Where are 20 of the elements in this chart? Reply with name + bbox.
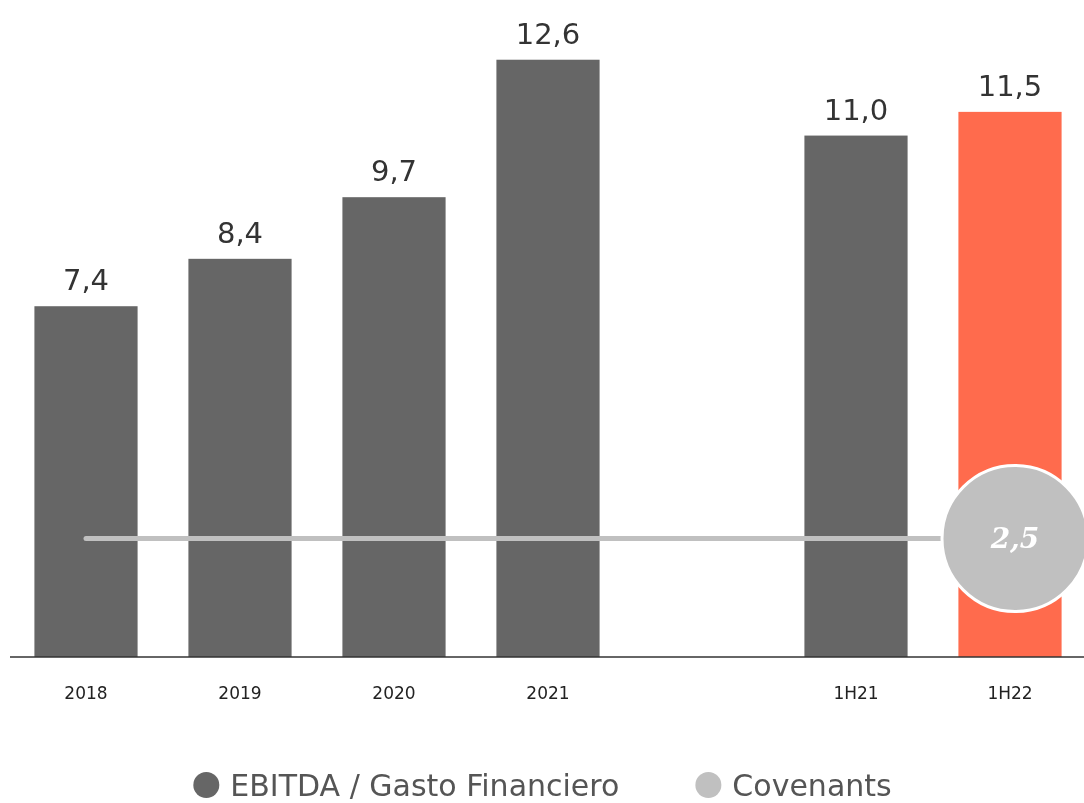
legend-label: EBITDA / Gasto Financiero [230,768,620,803]
bar [34,306,138,657]
data-label: 11,0 [823,92,889,127]
x-tick-label: 2018 [64,683,108,703]
bar [804,135,908,657]
bar [496,59,600,657]
x-tick-label: 2020 [372,683,416,703]
x-tick-label: 1H22 [987,683,1033,703]
data-label: 8,4 [216,215,264,250]
data-label: 9,7 [370,154,418,189]
data-label: 7,4 [62,263,110,298]
x-tick-label: 2021 [526,683,570,703]
bar [188,258,292,657]
legend-label: Covenants [732,768,892,803]
bar [342,197,446,657]
x-tick-label: 1H21 [833,683,879,703]
data-label: 11,5 [977,68,1043,103]
x-tick-label: 2019 [218,683,262,703]
data-label: 2,5 [989,522,1040,556]
data-label: 12,6 [515,16,581,51]
